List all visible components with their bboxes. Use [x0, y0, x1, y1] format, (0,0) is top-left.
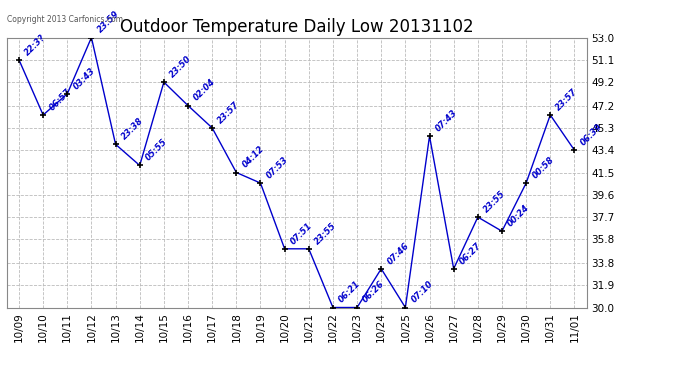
Text: 03:43: 03:43	[72, 66, 97, 91]
Text: 07:53: 07:53	[265, 155, 290, 180]
Text: 23:38: 23:38	[120, 116, 145, 141]
Text: 23:59: 23:59	[96, 9, 121, 35]
Text: Temperature (°F): Temperature (°F)	[540, 27, 633, 37]
Text: 07:51: 07:51	[289, 220, 314, 246]
Text: 06:26: 06:26	[362, 279, 386, 305]
Text: 23:57: 23:57	[217, 100, 241, 125]
Text: 07:46: 07:46	[386, 241, 411, 266]
Text: 23:50: 23:50	[168, 54, 193, 80]
Text: 02:04: 02:04	[193, 78, 217, 103]
Text: 04:12: 04:12	[241, 144, 266, 170]
Text: 06:21: 06:21	[337, 279, 362, 305]
Text: 00:58: 00:58	[531, 155, 555, 180]
Text: 00:24: 00:24	[506, 203, 531, 228]
Text: 23:57: 23:57	[555, 87, 580, 112]
Text: 06:57: 06:57	[48, 87, 72, 112]
Text: 07:10: 07:10	[410, 279, 435, 305]
Title: Outdoor Temperature Daily Low 20131102: Outdoor Temperature Daily Low 20131102	[120, 18, 473, 36]
Text: Copyright 2013 Carfonics.com: Copyright 2013 Carfonics.com	[7, 15, 123, 24]
Text: 06:27: 06:27	[458, 241, 483, 266]
Text: 23:55: 23:55	[313, 220, 338, 246]
Text: 07:43: 07:43	[434, 108, 459, 134]
Text: 23:55: 23:55	[482, 189, 507, 214]
Text: 06:39: 06:39	[579, 122, 604, 147]
Text: 22:3?: 22:3?	[23, 32, 48, 57]
Text: 05:55: 05:55	[144, 137, 169, 163]
